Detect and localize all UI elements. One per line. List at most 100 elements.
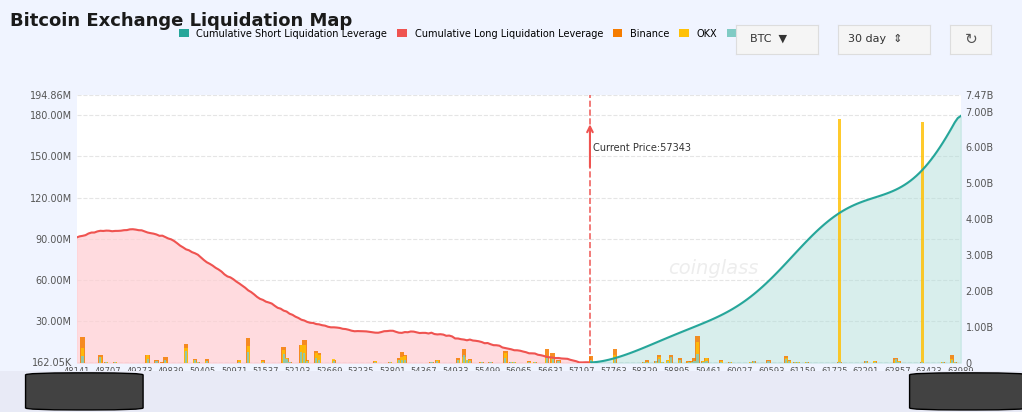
- Bar: [897, 361, 900, 363]
- Bar: [874, 362, 876, 363]
- Bar: [281, 347, 286, 363]
- Bar: [304, 353, 306, 363]
- Bar: [655, 361, 657, 363]
- Bar: [262, 362, 264, 363]
- Bar: [512, 362, 516, 363]
- Bar: [696, 354, 699, 363]
- Bar: [661, 362, 663, 363]
- Bar: [893, 358, 898, 363]
- Bar: [612, 349, 617, 363]
- Bar: [155, 361, 157, 363]
- Bar: [788, 361, 791, 363]
- Bar: [657, 356, 660, 363]
- Bar: [645, 360, 650, 363]
- Bar: [666, 360, 669, 363]
- Bar: [719, 360, 724, 363]
- Bar: [748, 362, 753, 363]
- Bar: [660, 362, 664, 363]
- Bar: [430, 362, 432, 363]
- Bar: [299, 345, 304, 363]
- Bar: [82, 356, 84, 363]
- Bar: [865, 361, 868, 363]
- Bar: [374, 361, 377, 363]
- Bar: [104, 362, 108, 363]
- Bar: [247, 352, 249, 363]
- Bar: [768, 361, 770, 363]
- Bar: [728, 362, 733, 363]
- Bar: [299, 345, 303, 363]
- Bar: [332, 359, 335, 363]
- Bar: [551, 353, 555, 363]
- Bar: [546, 358, 548, 363]
- Bar: [527, 362, 530, 363]
- Bar: [81, 348, 84, 363]
- Bar: [702, 361, 705, 363]
- Bar: [401, 357, 404, 363]
- Bar: [457, 360, 460, 363]
- Bar: [752, 361, 755, 363]
- Bar: [749, 362, 752, 363]
- Bar: [894, 359, 896, 363]
- Bar: [545, 349, 549, 363]
- Bar: [874, 361, 877, 363]
- Bar: [896, 361, 900, 363]
- Bar: [687, 362, 690, 363]
- Bar: [398, 360, 400, 363]
- Bar: [504, 358, 507, 363]
- Bar: [468, 360, 471, 363]
- Bar: [400, 353, 404, 363]
- Bar: [237, 360, 241, 363]
- Bar: [317, 353, 321, 363]
- Bar: [695, 336, 700, 363]
- Bar: [785, 358, 788, 363]
- Bar: [261, 360, 265, 363]
- Bar: [787, 360, 791, 363]
- Bar: [954, 362, 956, 363]
- Bar: [373, 361, 377, 363]
- Bar: [193, 359, 197, 363]
- Bar: [404, 360, 406, 363]
- Bar: [303, 340, 307, 363]
- Bar: [654, 361, 658, 363]
- Bar: [466, 360, 468, 363]
- Bar: [155, 362, 158, 363]
- Bar: [503, 351, 508, 363]
- Bar: [658, 359, 660, 363]
- Bar: [660, 362, 663, 363]
- Bar: [721, 362, 723, 363]
- Bar: [465, 360, 469, 363]
- Bar: [557, 360, 560, 363]
- Bar: [462, 358, 465, 363]
- Bar: [194, 360, 196, 363]
- Bar: [510, 362, 512, 363]
- Bar: [784, 356, 788, 363]
- Bar: [804, 362, 809, 363]
- Bar: [307, 360, 309, 363]
- Bar: [489, 362, 493, 363]
- Bar: [557, 361, 560, 363]
- Bar: [687, 361, 691, 363]
- Bar: [510, 362, 513, 363]
- Bar: [398, 360, 401, 363]
- Bar: [613, 355, 616, 363]
- Bar: [430, 362, 433, 363]
- Bar: [949, 355, 954, 363]
- Bar: [526, 361, 531, 363]
- Text: ↻: ↻: [965, 32, 977, 47]
- Bar: [690, 361, 694, 363]
- Bar: [98, 354, 102, 363]
- Bar: [704, 358, 708, 363]
- Bar: [669, 358, 672, 363]
- Bar: [389, 362, 391, 363]
- Bar: [397, 358, 401, 363]
- Bar: [285, 359, 287, 363]
- Bar: [509, 362, 513, 363]
- Bar: [897, 362, 899, 363]
- Bar: [146, 355, 149, 363]
- Bar: [556, 360, 561, 363]
- Bar: [590, 360, 593, 363]
- Bar: [315, 353, 318, 363]
- Bar: [692, 358, 697, 363]
- Bar: [165, 360, 167, 363]
- Bar: [465, 360, 468, 363]
